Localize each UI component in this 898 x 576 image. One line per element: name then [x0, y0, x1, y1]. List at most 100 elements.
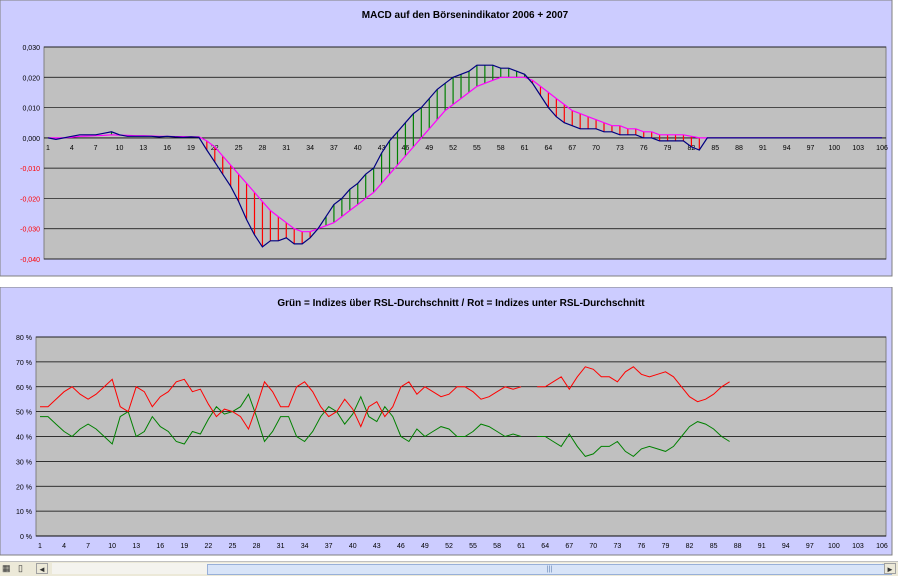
x-tick-label: 70	[592, 145, 600, 152]
y-tick-label: 50 %	[16, 410, 32, 417]
x-tick-label: 55	[469, 543, 477, 550]
x-tick-label: 34	[301, 543, 309, 550]
y-tick-label: 70 %	[16, 360, 32, 367]
scroll-thumb[interactable]: |||	[207, 564, 892, 575]
x-tick-label: 37	[325, 543, 333, 550]
x-tick-label: 61	[521, 145, 529, 152]
y-tick-label: 80 %	[16, 335, 32, 342]
x-tick-label: 10	[116, 145, 124, 152]
book-icon[interactable]: ▯	[18, 563, 23, 573]
x-tick-label: 94	[782, 543, 790, 550]
rsl-chart: Grün = Indizes über RSL-Durchschnitt / R…	[0, 287, 893, 556]
green-series-line	[40, 393, 730, 458]
horizontal-scrollbar: ▦ ▯ ◄ ||| ►	[0, 561, 898, 576]
scroll-track[interactable]: |||	[52, 563, 892, 575]
macd-chart: MACD auf den Börsenindikator 2006 + 2007…	[0, 0, 893, 277]
x-tick-label: 67	[568, 145, 576, 152]
chart-title: MACD auf den Börsenindikator 2006 + 2007	[362, 10, 569, 21]
x-tick-label: 46	[397, 543, 405, 550]
y-tick-label: 40 %	[16, 435, 32, 442]
chart-title: Grün = Indizes über RSL-Durchschnitt / R…	[277, 298, 645, 309]
x-tick-label: 58	[493, 543, 501, 550]
y-tick-label: 30 %	[16, 459, 32, 466]
x-tick-label: 52	[445, 543, 453, 550]
x-tick-label: 16	[156, 543, 164, 550]
x-tick-label: 4	[70, 145, 74, 152]
x-tick-label: 7	[94, 145, 98, 152]
y-tick-label: -0,010	[20, 166, 40, 173]
x-tick-label: 73	[613, 543, 621, 550]
x-tick-label: 13	[139, 145, 147, 152]
x-tick-label: 1	[38, 543, 42, 550]
x-tick-label: 76	[638, 543, 646, 550]
x-tick-label: 103	[852, 543, 864, 550]
y-tick-label: 10 %	[16, 509, 32, 516]
x-tick-label: 10	[108, 543, 116, 550]
x-tick-label: 85	[710, 543, 718, 550]
x-tick-label: 91	[758, 543, 766, 550]
x-tick-label: 67	[565, 543, 573, 550]
x-tick-label: 82	[687, 145, 695, 152]
y-tick-label: -0,040	[20, 257, 40, 264]
x-tick-label: 31	[277, 543, 285, 550]
x-tick-label: 43	[378, 145, 386, 152]
x-tick-label: 49	[421, 543, 429, 550]
y-tick-label: 0,000	[22, 136, 40, 143]
x-tick-label: 19	[180, 543, 188, 550]
x-tick-label: 34	[306, 145, 314, 152]
x-tick-label: 106	[876, 145, 888, 152]
x-tick-label: 94	[783, 145, 791, 152]
x-tick-label: 64	[541, 543, 549, 550]
x-tick-label: 76	[640, 145, 648, 152]
x-tick-label: 97	[807, 145, 815, 152]
x-tick-label: 25	[229, 543, 237, 550]
red-series-line	[40, 366, 730, 431]
x-tick-label: 73	[616, 145, 624, 152]
y-tick-label: 60 %	[16, 385, 32, 392]
x-tick-label: 85	[711, 145, 719, 152]
x-tick-label: 64	[545, 145, 553, 152]
x-tick-label: 22	[205, 543, 213, 550]
y-tick-label: -0,020	[20, 196, 40, 203]
x-tick-label: 31	[282, 145, 290, 152]
x-tick-label: 25	[235, 145, 243, 152]
x-tick-label: 19	[187, 145, 195, 152]
x-tick-label: 103	[852, 145, 864, 152]
x-tick-label: 79	[664, 145, 672, 152]
plot-area	[43, 46, 887, 260]
grid-icon[interactable]: ▦	[2, 563, 11, 573]
x-tick-label: 43	[373, 543, 381, 550]
x-tick-label: 91	[759, 145, 767, 152]
x-tick-label: 88	[735, 145, 743, 152]
x-tick-label: 40	[349, 543, 357, 550]
x-tick-label: 1	[46, 145, 50, 152]
x-tick-label: 88	[734, 543, 742, 550]
x-tick-label: 79	[662, 543, 670, 550]
macd-line	[47, 64, 882, 248]
scroll-left-button[interactable]: ◄	[36, 563, 48, 574]
y-tick-label: 20 %	[16, 484, 32, 491]
x-tick-label: 100	[828, 543, 840, 550]
x-tick-label: 106	[876, 543, 888, 550]
x-tick-label: 16	[163, 145, 171, 152]
x-tick-label: 7	[86, 543, 90, 550]
x-tick-label: 70	[589, 543, 597, 550]
x-tick-label: 37	[330, 145, 338, 152]
y-tick-label: 0 %	[20, 534, 32, 541]
x-tick-label: 61	[517, 543, 525, 550]
scroll-right-button[interactable]: ►	[884, 563, 896, 574]
x-tick-label: 28	[253, 543, 261, 550]
x-tick-label: 52	[449, 145, 457, 152]
y-tick-label: 0,020	[22, 75, 40, 82]
y-tick-label: 0,010	[22, 106, 40, 113]
x-tick-label: 82	[686, 543, 694, 550]
x-tick-label: 28	[259, 145, 267, 152]
x-tick-label: 97	[806, 543, 814, 550]
x-tick-label: 55	[473, 145, 481, 152]
x-tick-label: 4	[62, 543, 66, 550]
x-tick-label: 100	[829, 145, 841, 152]
y-tick-label: -0,030	[20, 227, 40, 234]
x-tick-label: 58	[497, 145, 505, 152]
y-tick-label: 0,030	[22, 45, 40, 52]
x-tick-label: 13	[132, 543, 140, 550]
